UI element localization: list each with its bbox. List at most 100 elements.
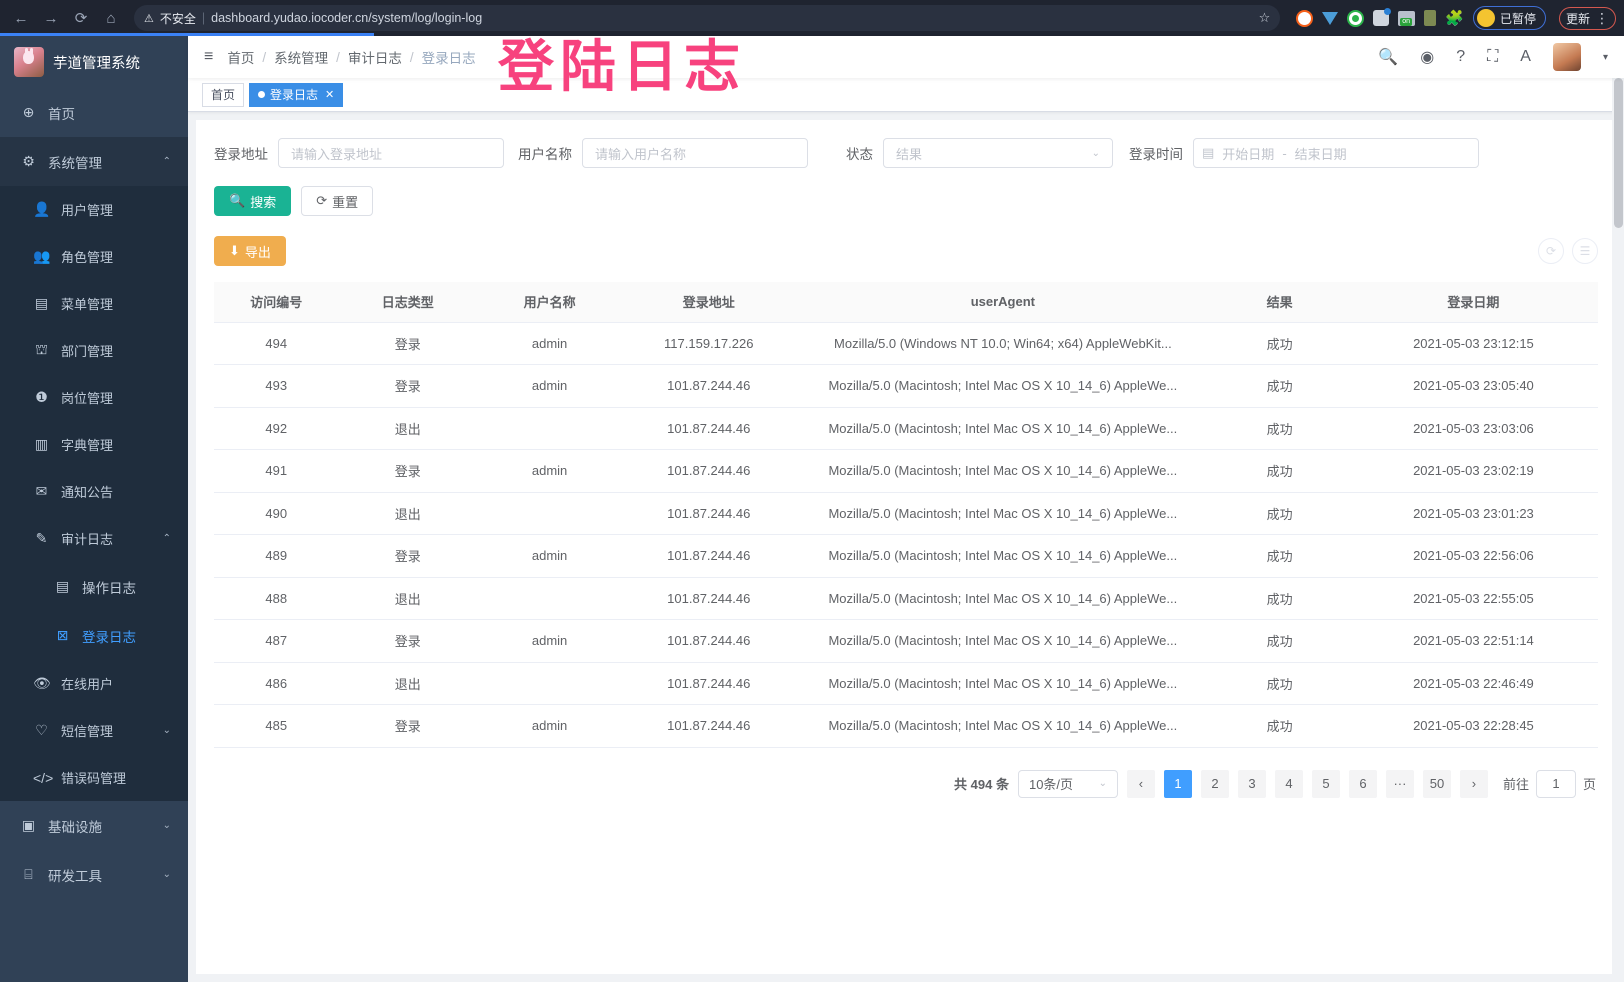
sidebar-item-system-management[interactable]: ⚙ 系统管理 ⌃ — [0, 137, 188, 186]
reset-button-label: 重置 — [332, 194, 359, 210]
extension-list-icon[interactable] — [1398, 10, 1416, 26]
cell-id: 487 — [214, 619, 339, 663]
sidebar-item-post-management[interactable]: ❶ 岗位管理 — [0, 374, 188, 421]
page-scrollbar-thumb[interactable] — [1614, 78, 1623, 228]
login-address-input[interactable]: 请输入登录地址 — [278, 138, 504, 168]
sidebar-item-audit-log[interactable]: ✎ 审计日志 ⌃ — [0, 515, 188, 562]
chevron-down-icon[interactable]: ▾ — [1602, 51, 1608, 63]
page-number-button[interactable]: 6 — [1348, 769, 1377, 798]
sidebar-item-sms-management[interactable]: ♡ 短信管理 ⌄ — [0, 707, 188, 754]
address-bar[interactable]: ⚠ 不安全 | dashboard.yudao.iocoder.cn/syste… — [134, 5, 1281, 31]
search-button[interactable]: 🔍 搜索 — [214, 186, 292, 216]
extension-diamond-icon[interactable] — [1322, 11, 1339, 25]
sidebar-item-role-management[interactable]: 👥 角色管理 — [0, 233, 188, 280]
cell-result: 成功 — [1210, 364, 1349, 408]
page-number-button[interactable]: 2 — [1200, 769, 1229, 798]
cell-useragent: Mozilla/5.0 (Macintosh; Intel Mac OS X 1… — [795, 662, 1211, 705]
export-button[interactable]: ⬇ 导出 — [214, 236, 286, 266]
login-time-daterange[interactable]: ▤ 开始日期 - 结束日期 — [1193, 138, 1479, 168]
extension-square-icon[interactable] — [1373, 8, 1392, 26]
table-row[interactable]: 487 登录 admin 101.87.244.46 Mozilla/5.0 (Maci… — [214, 619, 1598, 663]
page-number-button[interactable]: 1 — [1163, 769, 1192, 798]
tag-login-log[interactable]: 登录日志 ✕ — [249, 82, 344, 107]
page-number-list: 1 2 3 4 5 6 ··· 50 — [1163, 769, 1451, 798]
sidebar-toggle-icon[interactable]: ≡ — [204, 48, 214, 65]
jump-page-input[interactable]: 1 — [1535, 769, 1576, 798]
extensions-puzzle-icon[interactable]: 🧩 — [1445, 10, 1464, 27]
refresh-icon[interactable]: ⟳ — [1538, 238, 1564, 264]
sidebar-item-label: 登录日志 — [82, 629, 136, 645]
cell-id: 493 — [214, 364, 339, 408]
avatar[interactable] — [1552, 43, 1581, 71]
sidebar-item-error-code-management[interactable]: </> 错误码管理 — [0, 754, 188, 801]
sidebar-item-user-management[interactable]: 👤 用户管理 — [0, 186, 188, 233]
sidebar-item-menu-management[interactable]: ▤ 菜单管理 — [0, 280, 188, 327]
sync-paused-label: 已暂停 — [1499, 11, 1536, 26]
extension-ring-icon[interactable] — [1296, 9, 1314, 27]
page-size-select[interactable]: 10条/页 ⌄ — [1017, 769, 1118, 798]
breadcrumb-item-system[interactable]: 系统管理 — [274, 51, 329, 66]
status-select[interactable]: 结果 ⌄ — [883, 138, 1113, 168]
logo-icon — [14, 47, 44, 77]
extension-pin-icon[interactable] — [1424, 10, 1437, 26]
search-icon: 🔍 — [229, 193, 246, 208]
online-user-icon: 👁 — [33, 675, 51, 691]
page-number-button[interactable]: 5 — [1311, 769, 1340, 798]
page-number-button[interactable]: 4 — [1274, 769, 1303, 798]
sidebar-item-dictionary-management[interactable]: ▥ 字典管理 — [0, 421, 188, 468]
kebab-menu-icon[interactable]: ⋮ — [1595, 10, 1609, 26]
close-icon[interactable]: ✕ — [325, 89, 335, 101]
username-input[interactable]: 请输入用户名称 — [582, 138, 808, 168]
profile-avatar-icon — [1476, 9, 1495, 27]
bookmark-star-icon[interactable]: ☆ — [1258, 10, 1271, 25]
table-row[interactable]: 494 登录 admin 117.159.17.226 Mozilla/5.0 (Win… — [214, 322, 1598, 365]
table-row[interactable]: 485 登录 admin 101.87.244.46 Mozilla/5.0 (Maci… — [214, 704, 1598, 748]
sidebar-item-operation-log[interactable]: ▤ 操作日志 — [0, 562, 188, 611]
table-row[interactable]: 492 退出 101.87.244.46 Mozilla/5.0 (Macintosh… — [214, 407, 1598, 450]
next-page-button[interactable]: › — [1459, 769, 1488, 798]
github-icon[interactable]: ◉ — [1420, 49, 1435, 66]
home-icon[interactable]: ⌂ — [106, 9, 116, 27]
column-settings-icon[interactable]: ☰ — [1572, 238, 1598, 264]
update-chip[interactable]: 更新 ⋮ — [1558, 6, 1616, 30]
page-scrollbar-track[interactable] — [1612, 36, 1624, 982]
search-icon[interactable]: 🔍 — [1378, 49, 1399, 66]
help-icon[interactable]: ? — [1456, 48, 1466, 65]
reset-button[interactable]: ⟳ 重置 — [301, 186, 374, 216]
page-number-button[interactable]: 3 — [1237, 769, 1266, 798]
font-size-icon[interactable]: A — [1520, 48, 1531, 65]
sidebar-item-home[interactable]: ⊕ 首页 — [0, 88, 188, 137]
cell-result: 成功 — [1210, 534, 1349, 578]
fullscreen-icon[interactable]: ⛶ — [1487, 48, 1499, 65]
status-select-value: 结果 — [896, 146, 923, 162]
table-row[interactable]: 489 登录 admin 101.87.244.46 Mozilla/5.0 (Maci… — [214, 534, 1598, 578]
cell-username — [476, 577, 623, 620]
sidebar-logo[interactable]: 芋道管理系统 — [0, 36, 188, 88]
extension-green-icon[interactable] — [1347, 9, 1365, 27]
table-row[interactable]: 491 登录 admin 101.87.244.46 Mozilla/5.0 (Maci… — [214, 449, 1598, 493]
breadcrumb-item-audit-log[interactable]: 审计日志 — [347, 51, 402, 66]
tag-home[interactable]: 首页 — [202, 82, 245, 107]
prev-page-button[interactable]: ‹ — [1126, 769, 1155, 798]
sidebar-item-notice[interactable]: ✉ 通知公告 — [0, 468, 188, 515]
search-form: 登录地址 请输入登录地址 用户名称 请输入用户名称 状态 结果 ⌄ — [214, 138, 1598, 186]
cell-result: 成功 — [1210, 704, 1349, 748]
sidebar-item-dev-tools[interactable]: ⌸ 研发工具 ⌄ — [0, 850, 188, 899]
breadcrumb-item-home[interactable]: 首页 — [227, 51, 255, 66]
table-row[interactable]: 493 登录 admin 101.87.244.46 Mozilla/5.0 (Maci… — [214, 364, 1598, 408]
sidebar-item-login-log[interactable]: ⊠ 登录日志 — [0, 611, 188, 660]
reload-icon[interactable]: ⟳ — [74, 10, 88, 27]
megaphone-icon: ✉ — [35, 483, 48, 499]
table-row[interactable]: 486 退出 101.87.244.46 Mozilla/5.0 (Macintosh… — [214, 662, 1598, 705]
forward-icon[interactable]: → — [43, 9, 59, 27]
table-row[interactable]: 490 退出 101.87.244.46 Mozilla/5.0 (Macintosh… — [214, 492, 1598, 535]
sync-paused-chip[interactable]: 已暂停 — [1472, 6, 1546, 30]
page-ellipsis[interactable]: ··· — [1385, 769, 1414, 798]
main-region: ≡ 首页 / 系统管理 / 审计日志 / 登录日志 🔍 ◉ ? ⛶ A ▾ — [188, 36, 1624, 982]
table-row[interactable]: 488 退出 101.87.244.46 Mozilla/5.0 (Macintosh… — [214, 577, 1598, 620]
sidebar-item-department-management[interactable]: ⛫ 部门管理 — [0, 327, 188, 374]
sidebar-item-infrastructure[interactable]: ▣ 基础设施 ⌄ — [0, 801, 188, 850]
back-icon[interactable]: ← — [13, 9, 29, 27]
sidebar-item-online-users[interactable]: 👁 在线用户 — [0, 660, 188, 707]
page-number-button[interactable]: 50 — [1422, 769, 1451, 798]
